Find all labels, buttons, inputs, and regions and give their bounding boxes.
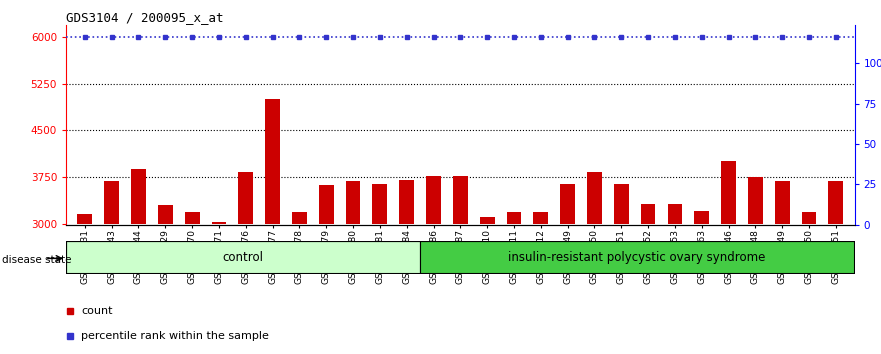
Bar [239,172,253,223]
Bar [158,205,173,223]
Text: insulin-resistant polycystic ovary syndrome: insulin-resistant polycystic ovary syndr… [508,251,766,264]
Bar [748,177,763,223]
Bar [694,211,709,223]
Bar [345,181,360,223]
Bar [774,181,789,223]
Bar [211,222,226,223]
FancyBboxPatch shape [419,241,855,274]
Bar [104,181,119,223]
Bar [828,181,843,223]
Bar [560,184,575,223]
Bar [802,212,817,223]
Bar [265,99,280,223]
Bar [480,217,494,223]
Bar [373,184,388,223]
Bar [587,172,602,223]
Bar [507,212,522,223]
Bar [292,212,307,223]
Text: percentile rank within the sample: percentile rank within the sample [81,331,270,341]
Bar [533,212,548,223]
Bar [131,169,146,223]
Bar [614,184,629,223]
Bar [185,212,199,223]
Text: count: count [81,306,113,316]
Text: control: control [222,251,263,264]
Bar [668,204,682,223]
Text: disease state: disease state [2,255,71,265]
Bar [453,176,468,223]
Bar [722,161,736,223]
Bar [399,180,414,223]
Text: GDS3104 / 200095_x_at: GDS3104 / 200095_x_at [66,11,224,24]
Bar [78,214,93,223]
FancyBboxPatch shape [66,241,419,274]
Bar [640,204,655,223]
Bar [319,185,334,223]
Bar [426,176,440,223]
